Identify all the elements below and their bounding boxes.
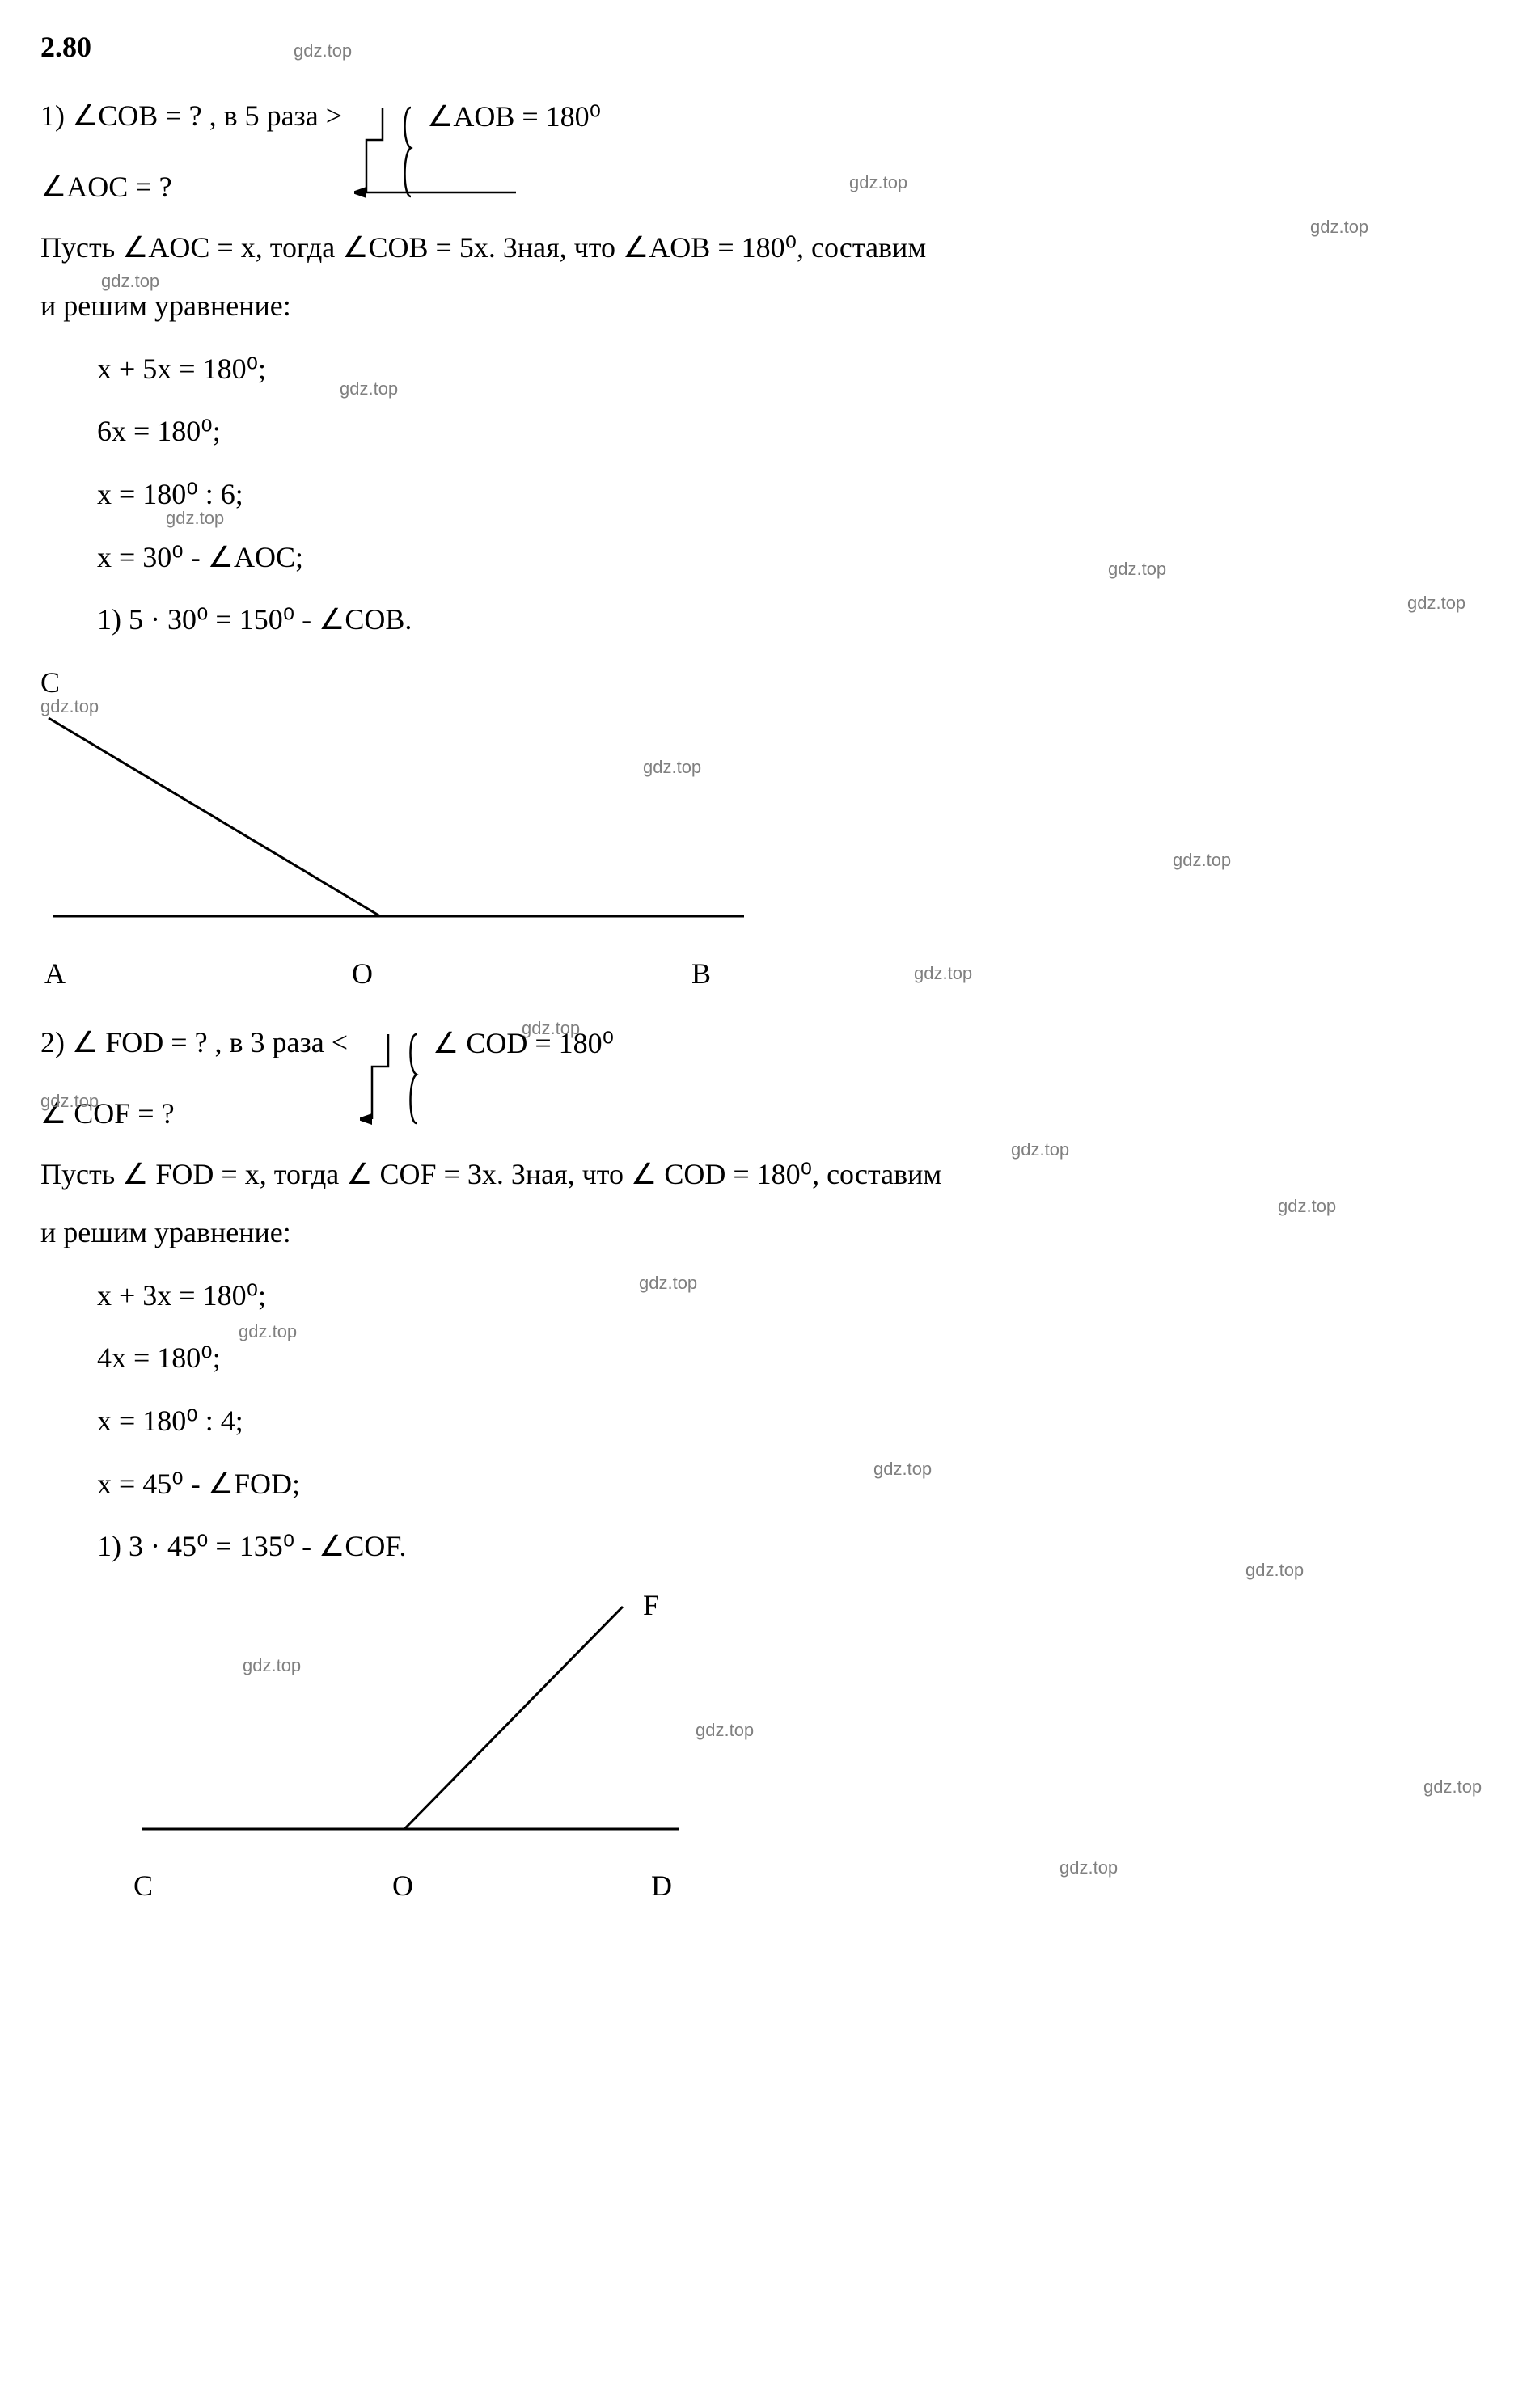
watermark-header: gdz.top xyxy=(294,36,352,65)
wm-16: gdz.top xyxy=(639,1269,697,1297)
p2-label-o: O xyxy=(392,1863,651,1910)
p1-statement2: и решим уравнение: xyxy=(40,283,1474,330)
p1-label-o: O xyxy=(352,951,691,998)
p2-condition: ∠ COD = 180⁰ xyxy=(433,1020,614,1067)
setup-left-2: 2) ∠ FOD = ? , в 3 раза < ∠ COF = ? xyxy=(40,1020,348,1137)
p1-line1: 1) ∠COB = ? , в 5 раза > xyxy=(40,93,342,140)
wm-19: gdz.top xyxy=(1245,1556,1304,1584)
setup-left-1: 1) ∠COB = ? , в 5 раза > ∠AOC = ? xyxy=(40,93,342,210)
p1-label-b: B xyxy=(691,951,711,998)
p2-diagram-labels: C O D xyxy=(129,1863,1474,1910)
wm-20: gdz.top xyxy=(243,1651,301,1679)
p2-line1: 2) ∠ FOD = ? , в 3 раза < xyxy=(40,1020,348,1067)
p2-eq1: x + 3x = 180⁰; xyxy=(97,1273,1474,1320)
p2-eq2: 4x = 180⁰; xyxy=(97,1335,1474,1382)
wm-10: gdz.top xyxy=(1173,846,1231,874)
header-row: 2.80 gdz.top xyxy=(40,24,1474,71)
wm-1: gdz.top xyxy=(849,168,907,196)
p2-label-c: C xyxy=(133,1863,392,1910)
p1-eq2: 6x = 180⁰; xyxy=(97,408,1474,455)
p2-label-f: F xyxy=(643,1589,659,1621)
wm-11: gdz.top xyxy=(914,959,972,987)
p2-eq3: x = 180⁰ : 4; xyxy=(97,1398,1474,1445)
p2-label-d: D xyxy=(651,1863,672,1910)
p1-statement: Пусть ∠AOC = x, тогда ∠COB = 5x. Зная, ч… xyxy=(40,225,1474,272)
p1-eq1: x + 5x = 180⁰; xyxy=(97,346,1474,393)
wm-21: gdz.top xyxy=(696,1716,754,1744)
setup-row-1: 1) ∠COB = ? , в 5 раза > ∠AOC = ? ∠AOB =… xyxy=(40,95,1474,209)
p1-diagram-block: C gdz.top gdz.top gdz.top A O B gdz.top xyxy=(40,660,1474,998)
p2-statement: Пусть ∠ FOD = x, тогда ∠ COF = 3x. Зная,… xyxy=(40,1151,1474,1198)
p1-label-a: A xyxy=(44,951,352,998)
p2-statement-block: gdz.top Пусть ∠ FOD = x, тогда ∠ COF = 3… xyxy=(40,1151,1474,1257)
p2-eq4: x = 45⁰ - ∠FOD; xyxy=(97,1461,1474,1508)
header-block: 2.80 gdz.top xyxy=(40,24,1474,71)
wm-22: gdz.top xyxy=(1423,1772,1482,1801)
wm-9: gdz.top xyxy=(643,753,701,781)
wm-8: gdz.top xyxy=(40,692,99,720)
wm-23: gdz.top xyxy=(1059,1853,1118,1882)
wm-17: gdz.top xyxy=(239,1317,297,1346)
problem-number: 2.80 xyxy=(40,24,91,71)
angle-diagram-2: F xyxy=(129,1586,776,1845)
p2-statement2: и решим уравнение: xyxy=(40,1210,1474,1257)
p1-eq5: 1) 5 · 30⁰ = 150⁰ - ∠COB. xyxy=(97,597,1474,644)
p1-statement-block: Пусть ∠AOC = x, тогда ∠COB = 5x. Зная, ч… xyxy=(40,225,1474,330)
p1-equations: x + 5x = 180⁰; gdz.top 6x = 180⁰; x = 18… xyxy=(40,346,1474,644)
wm-4: gdz.top xyxy=(340,374,398,403)
problem1-setup: 1) ∠COB = ? , в 5 раза > ∠AOC = ? ∠AOB =… xyxy=(40,95,1474,209)
p1-line2: ∠AOC = ? xyxy=(40,164,342,211)
p1-eq3: x = 180⁰ : 6; xyxy=(97,471,1474,518)
wm-7: gdz.top xyxy=(1407,589,1465,617)
angle-diagram-1 xyxy=(40,706,768,932)
wm-6: gdz.top xyxy=(1108,555,1166,583)
setup-row-2: 2) ∠ FOD = ? , в 3 раза < ∠ COF = ? ∠ CO… xyxy=(40,1022,1474,1135)
p2-diagram-block: gdz.top gdz.top gdz.top F C O D gdz.top xyxy=(129,1586,1474,1910)
p1-eq4: x = 30⁰ - ∠AOC; xyxy=(97,534,1474,581)
wm-2: gdz.top xyxy=(1310,213,1368,241)
p1-diagram-labels: A O B xyxy=(40,951,1474,998)
p2-equations: gdz.top x + 3x = 180⁰; gdz.top 4x = 180⁰… xyxy=(40,1273,1474,1570)
p1-condition: ∠AOB = 180⁰ xyxy=(427,94,601,141)
wm-13: gdz.top xyxy=(40,1087,99,1115)
wm-5: gdz.top xyxy=(166,504,224,532)
wm-18: gdz.top xyxy=(873,1455,932,1483)
p1-label-c: C xyxy=(40,660,1474,707)
problem2-setup: gdz.top 2) ∠ FOD = ? , в 3 раза < ∠ COF … xyxy=(40,1022,1474,1135)
